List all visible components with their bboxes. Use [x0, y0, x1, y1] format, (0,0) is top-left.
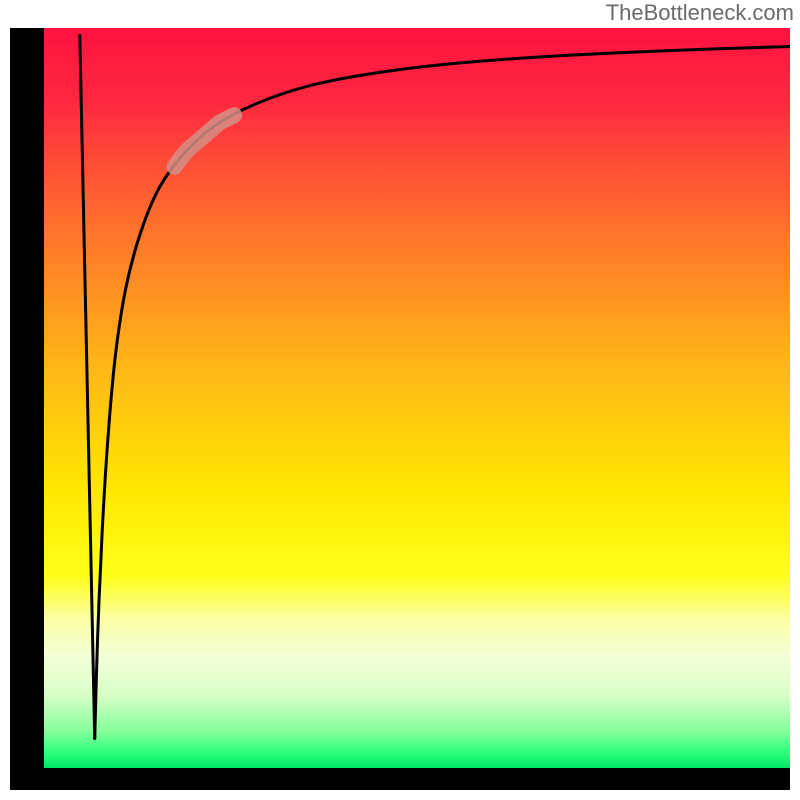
plot-svg [10, 28, 790, 790]
plot-frame [10, 28, 790, 790]
watermark-text: TheBottleneck.com [606, 0, 794, 26]
chart-root: TheBottleneck.com [0, 0, 800, 800]
